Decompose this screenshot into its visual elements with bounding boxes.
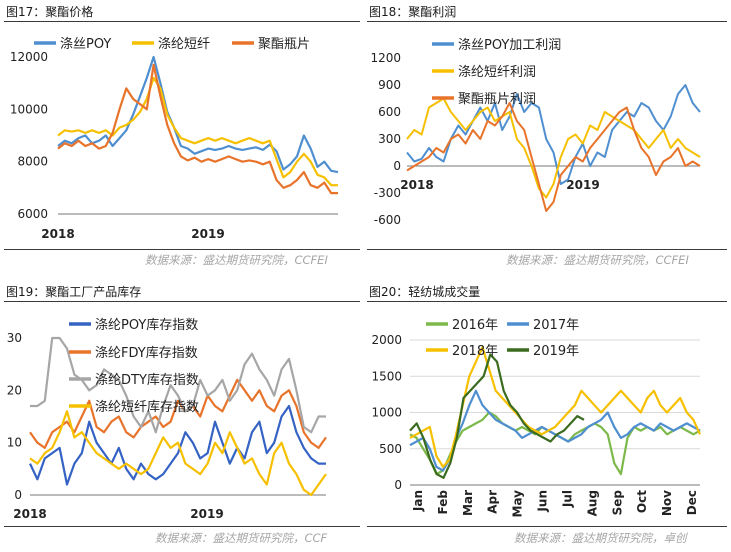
series-line (409, 389, 701, 472)
y-tick-label: 300 (378, 132, 401, 146)
x-tick-label: Nov (660, 490, 674, 516)
legend-label: 涤纶短纤利润 (458, 65, 536, 80)
x-tick-label: Feb (436, 490, 450, 515)
legend-label: 涤纶POY库存指数 (95, 317, 198, 333)
legend-label: 涤纶DTY库存指数 (95, 372, 199, 388)
y-tick-label: -600 (374, 213, 401, 227)
chart-title-19: 图19：聚酯工厂产品库存 (6, 285, 142, 299)
chart-3: 0 10 20 30 2018 2019 涤纶POY库存指数涤纶FDY库存指数涤纶DTY库存… (7, 317, 327, 521)
y-tick-label: 10000 (10, 102, 48, 116)
y-tick-label: 500 (379, 442, 402, 456)
series-line (29, 378, 327, 449)
y-tick-label: 1000 (371, 406, 402, 420)
y-tick-label: 10 (7, 436, 22, 450)
legend-label: 2018年 (452, 344, 498, 359)
legend-label: 2016年 (452, 318, 498, 333)
legend-label: 涤丝POY加工利润 (458, 38, 561, 53)
y-tick-label: 600 (378, 105, 401, 119)
legend-label: 涤纶FDY库存指数 (95, 345, 198, 361)
legend-label: 2019年 (533, 344, 579, 359)
chart-title-20: 图20：轻纺城成交量 (369, 285, 481, 299)
y-tick-label: 2000 (371, 333, 402, 347)
series-line (406, 102, 701, 212)
x-tick-label: Jul (560, 490, 574, 508)
legend-label: 涤纶短纤 (158, 37, 210, 52)
y-tick-label: 20 (7, 383, 22, 397)
chart-1: 6000 8000 10000 12000 2018 2019 涤丝POY 涤纶短纤 聚酯瓶片 (10, 37, 339, 241)
x-tick-label: Aug (585, 490, 599, 516)
x-tick-label: 2018 (400, 178, 433, 192)
series-line (409, 353, 585, 479)
source-rule-18 (367, 249, 727, 250)
series-line (57, 76, 338, 187)
legend-label: 涤纶短纤库存指数 (95, 399, 199, 415)
x-tick-label: Sep (610, 490, 624, 516)
series-line (29, 404, 326, 486)
y-tick-label: 6000 (17, 207, 48, 221)
source-rule-20 (367, 526, 727, 527)
y-tick-label: 30 (7, 331, 22, 345)
title-rule-18 (367, 21, 727, 22)
y-tick-label: 0 (393, 159, 401, 173)
legend-label: 2017年 (533, 318, 579, 333)
x-tick-label: 2019 (190, 507, 223, 521)
x-tick-label: Apr (486, 490, 500, 514)
source-rule-19 (4, 526, 360, 527)
series-line (406, 97, 701, 199)
title-rule-20 (367, 301, 727, 302)
x-tick-label: 2019 (566, 178, 599, 192)
series-line (29, 410, 327, 497)
x-tick-label: Mar (461, 490, 475, 516)
x-tick-label: 2019 (191, 227, 224, 241)
y-tick-label: 0 (394, 478, 402, 492)
title-rule-19 (4, 301, 360, 302)
chart-2: -600 -300 0 300 600 900 1200 2018 2019 涤丝POY加工利润涤… (370, 38, 701, 227)
y-tick-label: 1500 (371, 369, 402, 383)
x-tick-label: Jun (536, 490, 550, 513)
x-tick-label: 2018 (13, 507, 46, 521)
x-tick-label: Dec (685, 490, 699, 515)
x-tick-label: Oct (635, 490, 649, 513)
y-tick-label: -300 (374, 186, 401, 200)
data-source-17: 数据来源：盛达期货研究院，CCFEI (145, 253, 328, 267)
chart-4: 0 500 1000 1500 2000 Jan Feb Mar Apr May Jun Jul Aug… (371, 318, 702, 518)
data-source-20: 数据来源：盛达期货研究院，卓创 (514, 531, 687, 545)
x-tick-label: Jan (411, 490, 425, 512)
series-line (57, 55, 339, 174)
series-line (406, 84, 701, 185)
y-tick-label: 1200 (370, 51, 401, 65)
title-rule-17 (4, 21, 360, 22)
data-source-18: 数据来源：盛达期货研究院，CCFEI (506, 253, 689, 267)
data-source-19: 数据来源：盛达期货研究院，CCF (155, 531, 328, 545)
series-line (57, 63, 338, 195)
chart-title-17: 图17：聚酯价格 (6, 5, 94, 19)
y-tick-label: 0 (14, 488, 22, 502)
x-tick-label: 2018 (41, 227, 74, 241)
x-tick-label: May (511, 490, 525, 518)
chart-title-18: 图18：聚酯利润 (369, 5, 457, 19)
legend-label: 涤丝POY (60, 37, 111, 52)
y-tick-label: 12000 (10, 50, 48, 64)
legend-label: 聚酯瓶片利润 (458, 92, 536, 107)
legend-label: 聚酯瓶片 (258, 37, 310, 52)
y-tick-label: 8000 (17, 155, 48, 169)
y-tick-label: 900 (378, 78, 401, 92)
source-rule-17 (4, 249, 360, 250)
